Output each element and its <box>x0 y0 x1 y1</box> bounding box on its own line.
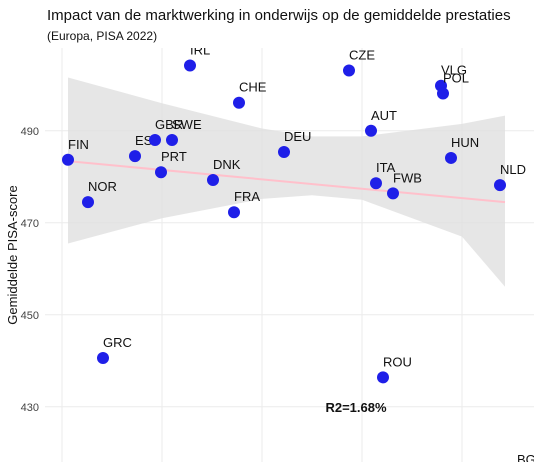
point <box>494 179 506 192</box>
point-label: FWB <box>393 170 422 185</box>
point-label: AUT <box>371 108 397 123</box>
y-tick-label: 450 <box>21 310 39 322</box>
point-label: BGR <box>517 452 534 462</box>
point <box>184 59 196 72</box>
point-label: POL <box>443 71 469 86</box>
point <box>62 153 74 166</box>
point <box>97 352 109 365</box>
point <box>278 145 290 158</box>
point <box>82 196 94 209</box>
point <box>166 134 178 146</box>
point-label: VLG <box>441 63 467 78</box>
point <box>445 151 457 164</box>
point-label: HUN <box>451 135 479 150</box>
chart-title: Impact van de marktwerking in onderwijs … <box>47 7 511 24</box>
point-label: GBR <box>155 117 183 132</box>
chart-subtitle: (Europa, PISA 2022) <box>47 29 157 43</box>
point-label: DEU <box>284 129 311 144</box>
point <box>228 206 240 219</box>
point <box>387 187 399 200</box>
point-label: GRC <box>103 335 132 350</box>
point-label: FIN <box>68 137 89 152</box>
trend-line <box>67 160 506 204</box>
point <box>365 124 377 137</box>
y-tick-label: 470 <box>21 218 39 230</box>
point-label: FRA <box>234 189 260 204</box>
point <box>207 174 219 187</box>
y-axis-label: Gemiddelde PISA-score <box>5 185 20 324</box>
point-label: ITA <box>376 160 396 175</box>
point-label: SWE <box>172 117 202 132</box>
point-label: CZE <box>349 48 375 63</box>
y-tick-label: 430 <box>21 402 39 414</box>
annotation: R2=1.68% <box>325 400 387 415</box>
point <box>155 166 167 179</box>
point <box>437 87 449 100</box>
plot-area: FINNORGRCESPGBRSWEPRTIRLDNKFRACHEDEUCZEA… <box>45 42 534 462</box>
point-label: NLD <box>500 162 526 177</box>
point <box>149 134 161 146</box>
point-label: NOR <box>88 179 117 194</box>
point <box>370 177 382 190</box>
y-tick-label: 490 <box>21 126 39 138</box>
point <box>377 371 389 384</box>
point <box>343 64 355 77</box>
point-label: IRL <box>190 42 210 57</box>
point-label: DNK <box>213 157 241 172</box>
point <box>233 96 245 109</box>
point-label: CHE <box>239 80 267 95</box>
point <box>129 150 141 163</box>
point-label: PRT <box>161 149 187 164</box>
point-label: ROU <box>383 354 412 369</box>
